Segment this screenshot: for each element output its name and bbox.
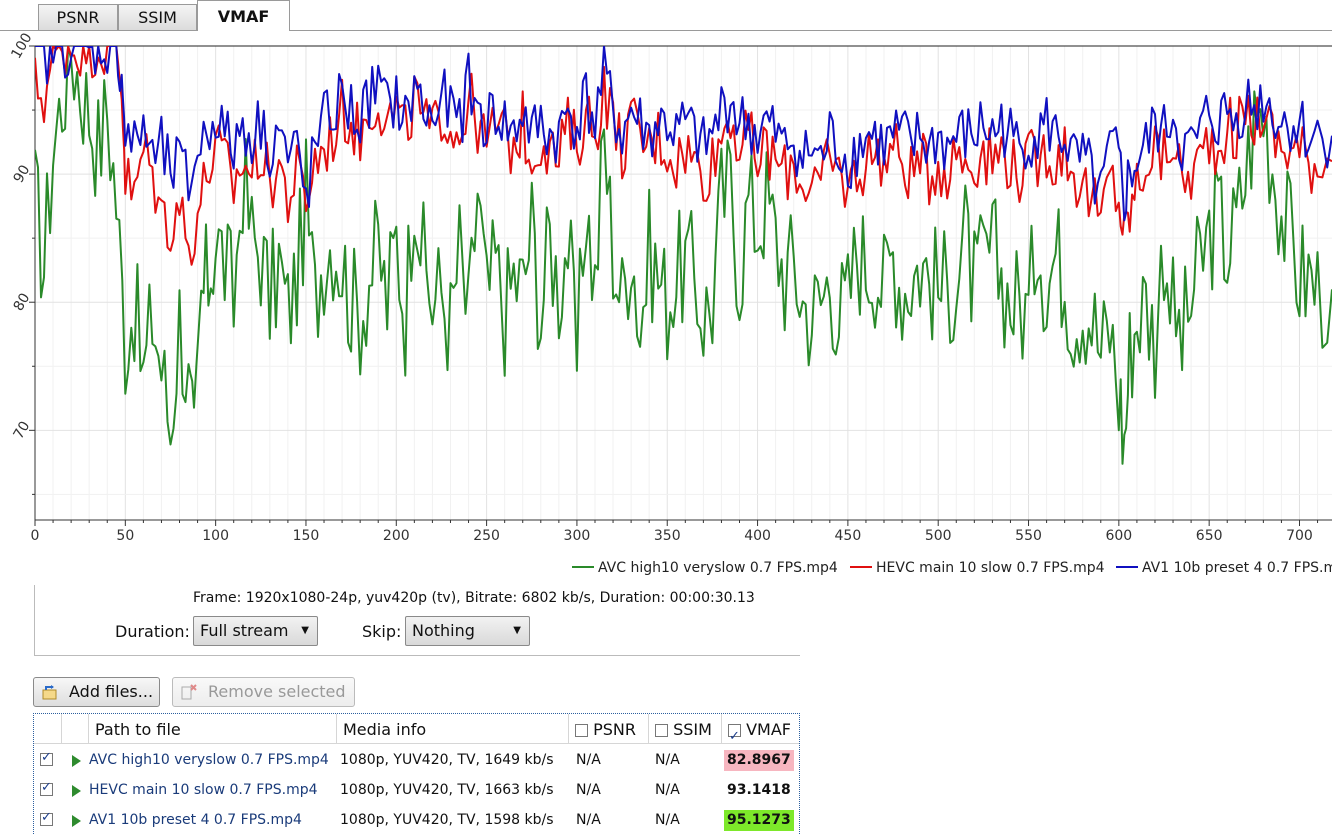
header-vmaf-label: VMAF xyxy=(746,720,791,739)
legend-item-avc: AVC high10 veryslow 0.7 FPS.mp4 xyxy=(572,560,838,576)
header-psnr[interactable]: PSNR xyxy=(569,714,649,744)
row-file-name: HEVC main 10 slow 0.7 FPS.mp4 xyxy=(89,782,318,798)
skip-select[interactable]: Nothing ▼ xyxy=(405,616,530,646)
row-media-info: 1080p, YUV420, TV, 1649 kb/s xyxy=(340,752,554,768)
x-tick-label: 500 xyxy=(925,528,952,544)
x-tick-label: 400 xyxy=(744,528,771,544)
header-vmaf[interactable]: VMAF xyxy=(722,714,799,753)
header-ssim-label: SSIM xyxy=(673,720,712,739)
row-ssim: N/A xyxy=(655,752,680,768)
x-tick-label: 650 xyxy=(1196,528,1223,544)
x-tick-label: 250 xyxy=(473,528,500,544)
legend-swatch-hevc xyxy=(850,566,872,568)
series-line-hevc xyxy=(35,46,1332,266)
row-psnr: N/A xyxy=(576,752,601,768)
x-tick-label: 150 xyxy=(293,528,320,544)
add-files-label: Add files... xyxy=(69,682,154,701)
chevron-down-icon: ▼ xyxy=(513,625,521,636)
vmaf-line-chart: 0 50 100 150 200 250 300 350 400 450 500 550 600 650 7… xyxy=(8,31,1332,544)
x-tick-label: 700 xyxy=(1286,528,1313,544)
chart-axes: 0 50 100 150 200 250 300 350 400 450 500 550 600 650 7… xyxy=(8,31,1332,544)
duration-select-value: Full stream xyxy=(200,621,289,640)
add-files-icon xyxy=(42,685,57,700)
play-icon[interactable] xyxy=(72,755,81,767)
chart-series xyxy=(35,46,1332,465)
row-vmaf-score: 95.1273 xyxy=(724,810,794,831)
y-tick-label: 80 xyxy=(11,290,34,313)
x-tick-label: 300 xyxy=(564,528,591,544)
legend-swatch-av1 xyxy=(1116,566,1138,568)
y-tick-label: 90 xyxy=(11,162,34,185)
play-icon[interactable] xyxy=(72,785,81,797)
metric-tab-bar: PSNR SSIM VMAF xyxy=(0,0,1332,32)
x-tick-label: 100 xyxy=(202,528,229,544)
skip-label: Skip: xyxy=(362,622,402,641)
header-psnr-label: PSNR xyxy=(593,720,636,739)
series-line-av1 xyxy=(35,46,1332,222)
legend-item-av1: AV1 10b preset 4 0.7 FPS.mp4 xyxy=(1116,560,1332,576)
x-tick-label: 350 xyxy=(654,528,681,544)
row-media-info: 1080p, YUV420, TV, 1598 kb/s xyxy=(340,812,554,828)
row-vmaf-score: 82.8967 xyxy=(724,750,794,771)
frame-info-text: Frame: 1920x1080-24p, yuv420p (tv), Bitr… xyxy=(193,590,755,606)
chart-grid xyxy=(34,45,1332,520)
file-table: Path to file Media info PSNR SSIM VMAF A… xyxy=(33,713,800,834)
legend-label-hevc: HEVC main 10 slow 0.7 FPS.mp4 xyxy=(876,560,1105,576)
row-vmaf-score: 93.1418 xyxy=(724,780,794,801)
series-line-avc xyxy=(35,46,1332,465)
vmaf-column-checkbox[interactable] xyxy=(728,721,741,753)
remove-files-icon xyxy=(181,684,197,700)
x-tick-label: 200 xyxy=(383,528,410,544)
row-file-name: AV1 10b preset 4 0.7 FPS.mp4 xyxy=(89,812,302,828)
tab-bar-baseline xyxy=(0,30,1332,31)
row-file-name: AVC high10 veryslow 0.7 FPS.mp4 xyxy=(89,752,329,768)
header-media-info[interactable]: Media info xyxy=(337,714,569,744)
row-media-info: 1080p, YUV420, TV, 1663 kb/s xyxy=(340,782,554,798)
row-ssim: N/A xyxy=(655,812,680,828)
x-tick-label: 50 xyxy=(116,528,134,544)
remove-selected-button[interactable]: Remove selected xyxy=(172,677,355,707)
row-psnr: N/A xyxy=(576,782,601,798)
table-row[interactable]: HEVC main 10 slow 0.7 FPS.mp4 1080p, YUV… xyxy=(34,775,799,805)
tab-vmaf[interactable]: VMAF xyxy=(197,0,290,31)
legend-label-av1: AV1 10b preset 4 0.7 FPS.mp4 xyxy=(1142,560,1332,576)
tab-ssim[interactable]: SSIM xyxy=(118,4,197,30)
legend-label-avc: AVC high10 veryslow 0.7 FPS.mp4 xyxy=(598,560,838,576)
remove-selected-label: Remove selected xyxy=(208,682,346,701)
psnr-column-checkbox[interactable] xyxy=(575,724,588,737)
ssim-column-checkbox[interactable] xyxy=(655,724,668,737)
legend-swatch-avc xyxy=(572,566,594,568)
legend-item-hevc: HEVC main 10 slow 0.7 FPS.mp4 xyxy=(850,560,1105,576)
x-tick-label: 600 xyxy=(1105,528,1132,544)
chart-legend: AVC high10 veryslow 0.7 FPS.mp4 HEVC mai… xyxy=(560,560,1332,580)
header-ssim[interactable]: SSIM xyxy=(649,714,722,744)
play-icon[interactable] xyxy=(72,815,81,827)
x-tick-label: 0 xyxy=(31,528,40,544)
add-files-button[interactable]: Add files... xyxy=(33,677,160,707)
chevron-down-icon: ▼ xyxy=(301,625,309,636)
table-row[interactable]: AV1 10b preset 4 0.7 FPS.mp4 1080p, YUV4… xyxy=(34,805,799,835)
row-checkbox[interactable] xyxy=(40,780,53,796)
header-play-column xyxy=(62,714,89,744)
duration-select[interactable]: Full stream ▼ xyxy=(193,616,318,646)
stream-info-panel: Frame: 1920x1080-24p, yuv420p (tv), Bitr… xyxy=(34,585,800,656)
header-path[interactable]: Path to file xyxy=(89,714,337,744)
skip-select-value: Nothing xyxy=(412,621,475,640)
row-psnr: N/A xyxy=(576,812,601,828)
row-checkbox[interactable] xyxy=(40,750,53,766)
y-tick-label: 70 xyxy=(11,419,34,442)
x-tick-label: 550 xyxy=(1015,528,1042,544)
x-tick-label: 450 xyxy=(835,528,862,544)
row-checkbox[interactable] xyxy=(40,810,53,826)
row-ssim: N/A xyxy=(655,782,680,798)
table-row[interactable]: AVC high10 veryslow 0.7 FPS.mp4 1080p, Y… xyxy=(34,745,799,775)
header-check-column xyxy=(34,714,62,744)
tab-psnr[interactable]: PSNR xyxy=(38,4,118,30)
duration-label: Duration: xyxy=(115,622,190,641)
